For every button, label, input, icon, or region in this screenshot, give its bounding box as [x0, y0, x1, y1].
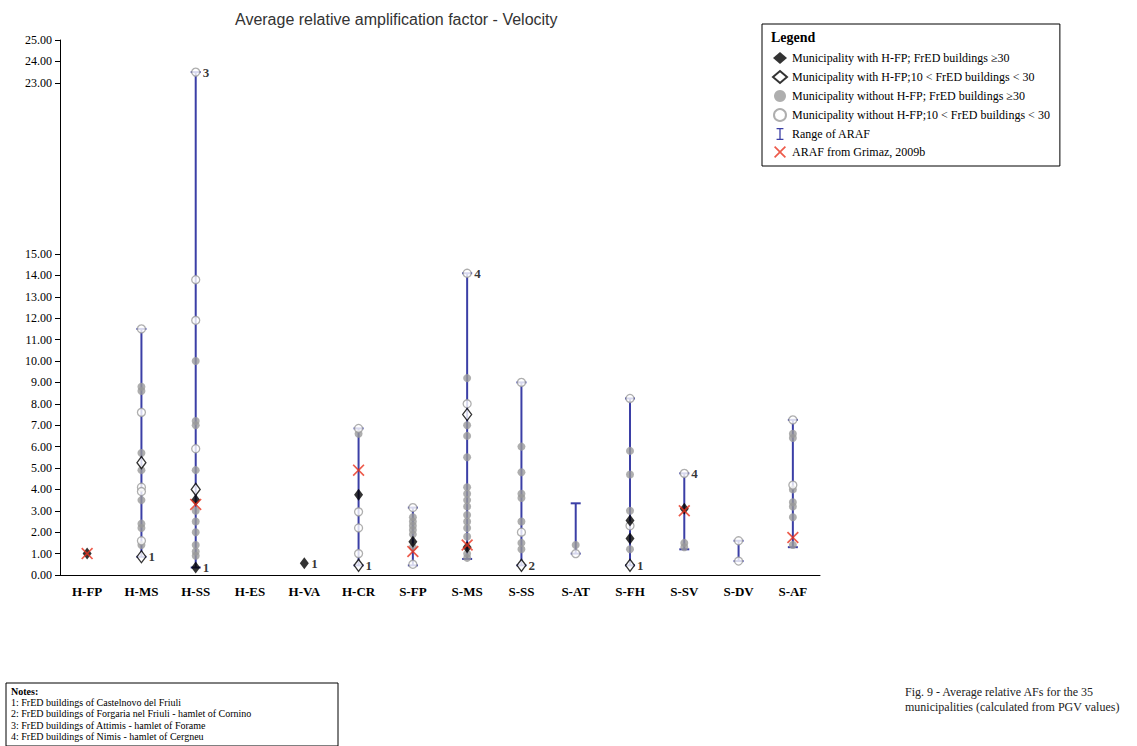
svg-text:S-SV: S-SV: [670, 584, 699, 599]
svg-text:2.00: 2.00: [31, 525, 52, 539]
svg-text:H-SS: H-SS: [181, 584, 210, 599]
svg-text:1: 1: [148, 549, 155, 564]
svg-text:3: FrED buildings of Attimis -: 3: FrED buildings of Attimis - hamlet of…: [11, 720, 206, 731]
svg-text:1: 1: [311, 556, 318, 571]
svg-text:4: 4: [474, 266, 481, 281]
svg-text:S-DV: S-DV: [723, 584, 754, 599]
svg-text:H-FP: H-FP: [72, 584, 102, 599]
svg-text:1: FrED buildings of Castelnov: 1: FrED buildings of Castelnovo del Friu…: [11, 697, 181, 708]
svg-text:9.00: 9.00: [31, 375, 52, 389]
svg-text:4: FrED buildings of Nimis - h: 4: FrED buildings of Nimis - hamlet of C…: [11, 731, 204, 742]
svg-text:H-CR: H-CR: [342, 584, 376, 599]
svg-text:Municipality with H-FP; FrED b: Municipality with H-FP; FrED buildings ≥…: [792, 51, 1010, 65]
svg-text:Fig. 9 - Average relative AFs: Fig. 9 - Average relative AFs for the 35: [905, 685, 1096, 699]
svg-text:3.00: 3.00: [31, 504, 52, 518]
svg-text:S-AF: S-AF: [778, 584, 807, 599]
svg-text:Municipality without H-FP; FrE: Municipality without H-FP; FrED building…: [792, 89, 1025, 103]
svg-text:S-FH: S-FH: [615, 584, 645, 599]
svg-text:23.00: 23.00: [25, 76, 52, 90]
svg-text:6.00: 6.00: [31, 440, 52, 454]
svg-text:Legend: Legend: [771, 30, 816, 45]
svg-text:3: 3: [203, 65, 210, 80]
svg-text:municipalities (calculated fro: municipalities (calculated from PGV valu…: [905, 700, 1119, 714]
svg-text:13.00: 13.00: [25, 290, 52, 304]
svg-text:Range of ARAF: Range of ARAF: [792, 127, 870, 141]
svg-text:2: 2: [528, 558, 535, 573]
svg-text:Municipality with H-FP;10 < Fr: Municipality with H-FP;10 < FrED buildin…: [792, 70, 1035, 84]
svg-text:S-MS: S-MS: [452, 584, 483, 599]
svg-text:4.00: 4.00: [31, 482, 52, 496]
svg-text:Average relative amplification: Average relative amplification factor - …: [235, 11, 558, 28]
svg-text:15.00: 15.00: [25, 247, 52, 261]
svg-text:7.00: 7.00: [31, 418, 52, 432]
svg-text:8.00: 8.00: [31, 397, 52, 411]
svg-text:2: FrED buildings of Forgaria: 2: FrED buildings of Forgaria nel Friuli…: [11, 708, 251, 719]
svg-text:0.00: 0.00: [31, 568, 52, 582]
svg-text:H-ES: H-ES: [235, 584, 265, 599]
svg-text:24.00: 24.00: [25, 54, 52, 68]
svg-text:ARAF from Grimaz, 2009b: ARAF from Grimaz, 2009b: [792, 145, 925, 159]
svg-text:12.00: 12.00: [25, 311, 52, 325]
svg-text:25.00: 25.00: [25, 33, 52, 47]
svg-text:1: 1: [203, 560, 210, 575]
svg-text:Municipality without H-FP;10 <: Municipality without H-FP;10 < FrED buil…: [792, 108, 1050, 122]
svg-text:1.00: 1.00: [31, 547, 52, 561]
svg-text:Notes:: Notes:: [11, 686, 38, 697]
svg-text:10.00: 10.00: [25, 354, 52, 368]
svg-text:1: 1: [366, 558, 373, 573]
svg-text:1: 1: [637, 558, 644, 573]
svg-text:11.00: 11.00: [25, 333, 52, 347]
svg-text:H-VA: H-VA: [289, 584, 321, 599]
svg-text:S-SS: S-SS: [508, 584, 534, 599]
svg-text:S-AT: S-AT: [561, 584, 590, 599]
svg-text:5.00: 5.00: [31, 461, 52, 475]
svg-text:4: 4: [691, 466, 698, 481]
svg-text:H-MS: H-MS: [124, 584, 158, 599]
svg-text:14.00: 14.00: [25, 268, 52, 282]
svg-text:S-FP: S-FP: [399, 584, 427, 599]
